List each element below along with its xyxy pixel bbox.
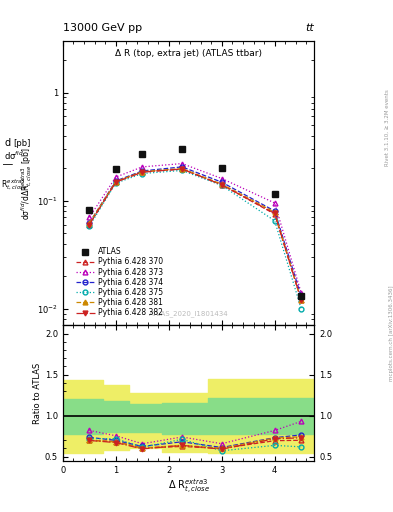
Text: ―: ― [3,159,13,169]
Pythia 6.428 382 [219,182,224,188]
Pythia 6.428 374 [87,220,92,226]
Pythia 6.428 382 [140,169,145,175]
Pythia 6.428 375 [114,180,118,186]
Legend: ATLAS, Pythia 6.428 370, Pythia 6.428 373, Pythia 6.428 374, Pythia 6.428 375, P: ATLAS, Pythia 6.428 370, Pythia 6.428 37… [74,246,165,318]
Pythia 6.428 370 [87,222,92,228]
ATLAS [87,207,92,213]
Pythia 6.428 381 [272,209,277,216]
Text: Rivet 3.1.10, ≥ 3.2M events: Rivet 3.1.10, ≥ 3.2M events [385,90,389,166]
Pythia 6.428 381 [140,168,145,175]
Pythia 6.428 381 [180,165,184,172]
Line: ATLAS: ATLAS [86,145,305,300]
Pythia 6.428 375 [87,223,92,229]
Pythia 6.428 370 [299,297,303,303]
Pythia 6.428 370 [272,211,277,217]
Pythia 6.428 373 [299,290,303,296]
Pythia 6.428 373 [219,176,224,182]
ATLAS [140,151,145,157]
ATLAS [180,146,184,152]
Pythia 6.428 382 [299,297,303,303]
Pythia 6.428 374 [140,168,145,174]
Pythia 6.428 381 [219,181,224,187]
Pythia 6.428 373 [114,174,118,180]
Pythia 6.428 382 [114,179,118,185]
Pythia 6.428 374 [219,179,224,185]
Line: Pythia 6.428 370: Pythia 6.428 370 [87,167,304,303]
Pythia 6.428 375 [140,170,145,177]
Line: Pythia 6.428 382: Pythia 6.428 382 [87,166,304,303]
Pythia 6.428 375 [219,182,224,188]
Y-axis label: dσ$^{fid}$/dΔR$_{t,close}^{extra3}$ [pb]: dσ$^{fid}$/dΔR$_{t,close}^{extra3}$ [pb] [20,146,35,220]
Pythia 6.428 382 [87,222,92,228]
Pythia 6.428 382 [180,166,184,172]
Line: Pythia 6.428 375: Pythia 6.428 375 [87,168,304,311]
Text: d: d [5,138,11,148]
Y-axis label: Ratio to ATLAS: Ratio to ATLAS [33,362,42,424]
Pythia 6.428 382 [272,210,277,217]
X-axis label: Δ R$^{extra3}_{t,close}$: Δ R$^{extra3}_{t,close}$ [167,477,210,496]
ATLAS [219,165,224,171]
Pythia 6.428 373 [87,214,92,220]
Pythia 6.428 373 [140,164,145,170]
Pythia 6.428 373 [180,160,184,166]
Text: Δ R (top, extra jet) (ATLAS ttbar): Δ R (top, extra jet) (ATLAS ttbar) [115,50,262,58]
Pythia 6.428 374 [272,208,277,214]
Pythia 6.428 370 [180,166,184,173]
Pythia 6.428 370 [114,179,118,185]
Line: Pythia 6.428 374: Pythia 6.428 374 [87,164,304,298]
ATLAS [114,166,118,173]
Pythia 6.428 381 [87,220,92,226]
Pythia 6.428 375 [180,167,184,174]
Pythia 6.428 373 [272,200,277,206]
ATLAS [272,191,277,197]
Pythia 6.428 370 [219,182,224,188]
Pythia 6.428 370 [140,168,145,175]
Text: [pb]: [pb] [13,139,30,148]
Text: dσ$^{fid}$: dσ$^{fid}$ [4,150,24,162]
Pythia 6.428 381 [299,297,303,303]
Text: dΔ R$_{t,close}^{extra3}$: dΔ R$_{t,close}^{extra3}$ [0,177,27,191]
Line: Pythia 6.428 373: Pythia 6.428 373 [87,161,304,295]
Text: tt: tt [306,23,314,33]
ATLAS [299,293,303,300]
Pythia 6.428 374 [299,293,303,300]
Pythia 6.428 375 [272,218,277,224]
Pythia 6.428 381 [114,179,118,185]
Text: ATLAS_2020_I1801434: ATLAS_2020_I1801434 [149,310,228,317]
Text: mcplots.cern.ch [arXiv:1306.3436]: mcplots.cern.ch [arXiv:1306.3436] [389,285,393,380]
Line: Pythia 6.428 381: Pythia 6.428 381 [87,166,304,303]
Pythia 6.428 374 [114,178,118,184]
Pythia 6.428 374 [180,164,184,170]
Pythia 6.428 375 [299,306,303,312]
Text: 13000 GeV pp: 13000 GeV pp [63,23,142,33]
